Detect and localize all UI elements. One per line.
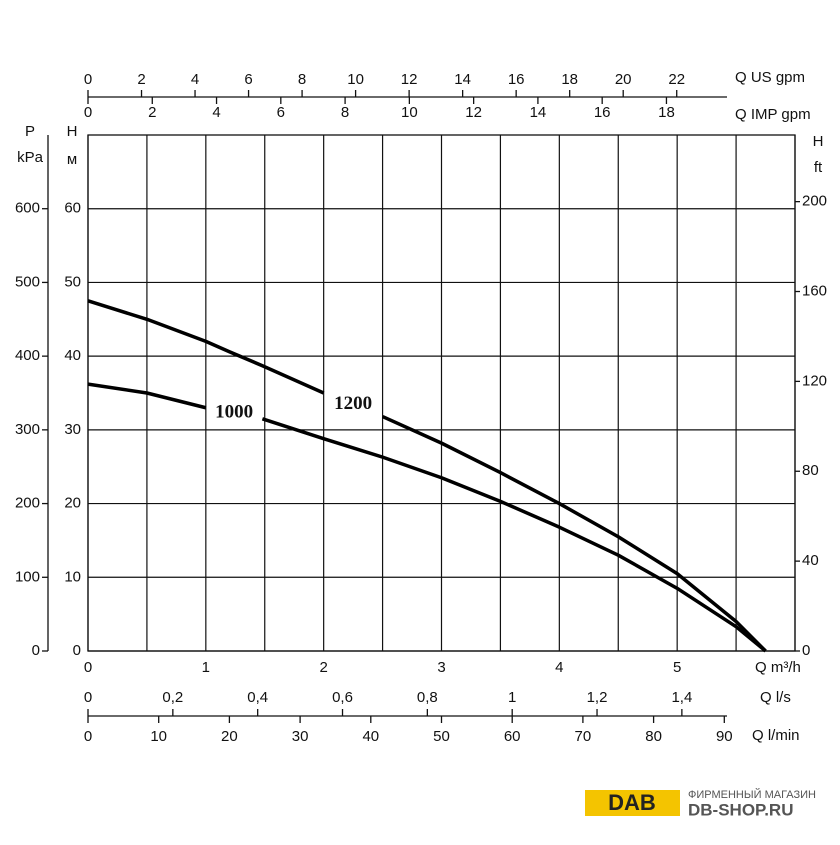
axis-tick-label: 6 xyxy=(277,104,285,121)
x-tick-label: 3 xyxy=(437,659,445,676)
axis-tick-label: 6 xyxy=(244,71,252,88)
axis-tick-label: 8 xyxy=(298,71,306,88)
x-label: Q m³/h xyxy=(755,659,801,676)
axis-tick-label: 20 xyxy=(615,71,632,88)
axis-tick-label: 2 xyxy=(148,104,156,121)
axis-tick-label: 70 xyxy=(575,728,592,745)
x-tick-label: 1 xyxy=(202,659,210,676)
logo-line1: ФИРМЕННЫЙ МАГАЗИН xyxy=(688,788,816,801)
axis-tick-label: 22 xyxy=(668,71,685,88)
p-tick-label: 0 xyxy=(32,642,40,659)
axis-tick-label: 14 xyxy=(454,71,471,88)
y2-tick-label: 80 xyxy=(802,462,819,479)
axis-tick-label: 90 xyxy=(716,728,733,745)
logo-box xyxy=(585,790,680,816)
curve-label: 1000 xyxy=(215,402,253,423)
axis-tick-label: 1 xyxy=(508,689,516,706)
axis-tick-label: 50 xyxy=(433,728,450,745)
y-unit: м xyxy=(67,151,77,168)
bottom-axis-label: Q l/s xyxy=(760,689,791,706)
axis-tick-label: 1,2 xyxy=(587,689,608,706)
y2-tick-label: 120 xyxy=(802,372,827,389)
axis-tick-label: 16 xyxy=(594,104,611,121)
axis-tick-label: 0 xyxy=(84,104,92,121)
y-tick-label: 40 xyxy=(64,347,81,364)
axis-tick-label: 40 xyxy=(362,728,379,745)
axis-tick-label: 0,6 xyxy=(332,689,353,706)
y-tick-label: 20 xyxy=(64,495,81,512)
axis-tick-label: 1,4 xyxy=(671,689,692,706)
axis-tick-label: 18 xyxy=(561,71,578,88)
x-tick-label: 5 xyxy=(673,659,681,676)
axis-tick-label: 0,2 xyxy=(162,689,183,706)
y2-label: H xyxy=(813,133,824,150)
axis-tick-label: 60 xyxy=(504,728,521,745)
x-tick-label: 2 xyxy=(319,659,327,676)
axis-tick-label: 10 xyxy=(150,728,167,745)
axis-tick-label: 4 xyxy=(212,104,220,121)
axis-tick-label: 0 xyxy=(84,71,92,88)
axis-tick-label: 4 xyxy=(191,71,199,88)
axis-tick-label: 12 xyxy=(401,71,418,88)
axis-tick-label: 18 xyxy=(658,104,675,121)
bottom-axis-label: Q l/min xyxy=(752,727,800,744)
curve xyxy=(87,299,767,653)
p-label: P xyxy=(25,123,35,140)
axis-tick-label: 10 xyxy=(401,104,418,121)
y2-tick-label: 160 xyxy=(802,282,827,299)
top-axis-label: Q IMP gpm xyxy=(735,106,811,123)
logo-line2: DB-SHOP.RU xyxy=(688,800,793,819)
axis-tick-label: 8 xyxy=(341,104,349,121)
axis-tick-label: 0 xyxy=(84,689,92,706)
axis-tick-label: 20 xyxy=(221,728,238,745)
y2-unit: ft xyxy=(814,159,823,176)
x-tick-label: 0 xyxy=(84,659,92,676)
axis-tick-label: 0,8 xyxy=(417,689,438,706)
axis-tick-label: 0,4 xyxy=(247,689,268,706)
curve xyxy=(87,382,767,653)
axis-tick-label: 30 xyxy=(292,728,309,745)
y-tick-label: 50 xyxy=(64,273,81,290)
axis-tick-label: 14 xyxy=(530,104,547,121)
p-tick-label: 300 xyxy=(15,421,40,438)
y-tick-label: 0 xyxy=(73,642,81,659)
axis-tick-label: 2 xyxy=(137,71,145,88)
y2-tick-label: 40 xyxy=(802,552,819,569)
p-tick-label: 500 xyxy=(15,273,40,290)
y2-tick-label: 0 xyxy=(802,642,810,659)
p-unit: kPa xyxy=(17,149,44,166)
p-tick-label: 600 xyxy=(15,200,40,217)
p-tick-label: 200 xyxy=(15,495,40,512)
y-tick-label: 30 xyxy=(64,421,81,438)
y-tick-label: 10 xyxy=(64,568,81,585)
p-tick-label: 100 xyxy=(15,568,40,585)
p-tick-label: 400 xyxy=(15,347,40,364)
axis-tick-label: 10 xyxy=(347,71,364,88)
axis-tick-label: 80 xyxy=(645,728,662,745)
y2-tick-label: 200 xyxy=(802,193,827,210)
curve-label: 1200 xyxy=(334,393,372,414)
y-label: H xyxy=(67,123,78,140)
axis-tick-label: 16 xyxy=(508,71,525,88)
logo-brand: DAB xyxy=(608,790,656,815)
y-tick-label: 60 xyxy=(64,200,81,217)
axis-tick-label: 12 xyxy=(465,104,482,121)
top-axis-label: Q US gpm xyxy=(735,69,805,86)
x-tick-label: 4 xyxy=(555,659,563,676)
axis-tick-label: 0 xyxy=(84,728,92,745)
